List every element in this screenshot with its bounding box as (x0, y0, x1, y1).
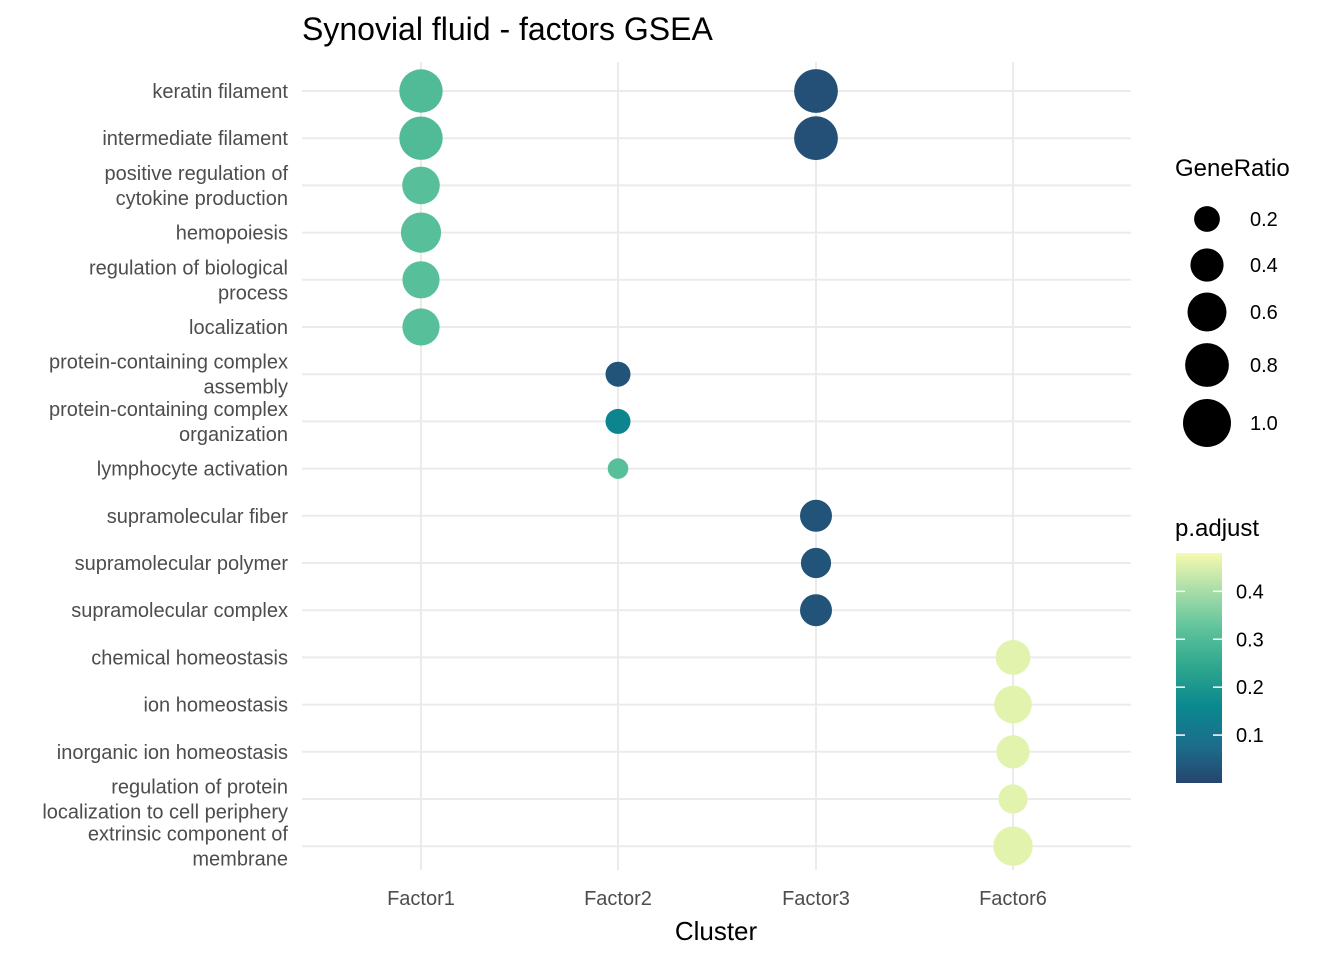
data-point (800, 547, 832, 579)
size-legend-key (1187, 292, 1227, 332)
color-legend-label: 0.4 (1236, 581, 1264, 603)
y-tick-label: inorganic ion homeostasis (57, 742, 288, 764)
data-point (800, 499, 832, 532)
y-tick-label: supramolecular fiber (107, 506, 289, 528)
x-tick-label: Factor3 (782, 888, 850, 910)
data-point (995, 640, 1031, 675)
y-tick-label: chemical homeostasis (91, 647, 288, 669)
data-point (605, 361, 631, 387)
size-legend-label: 1.0 (1250, 413, 1278, 435)
y-tick-label: keratin filament (152, 81, 288, 103)
data-point (800, 594, 832, 627)
color-legend-title: p.adjust (1175, 515, 1259, 542)
size-legend-key (1190, 248, 1224, 282)
data-point (402, 308, 440, 346)
x-tick-label: Factor2 (584, 888, 652, 910)
color-legend-bar (1176, 553, 1222, 783)
data-points (399, 69, 1033, 866)
y-tick-label: lymphocyte activation (97, 459, 288, 481)
y-tick-label: intermediate filament (102, 128, 288, 150)
x-tick-label: Factor6 (979, 888, 1047, 910)
data-point (402, 166, 440, 205)
data-point (993, 826, 1033, 866)
y-tick-label: regulation of biological process (89, 257, 288, 304)
size-legend-label: 0.2 (1250, 209, 1278, 231)
data-point (996, 735, 1030, 769)
data-point (794, 116, 838, 161)
data-point (402, 261, 440, 299)
data-point (605, 408, 631, 434)
data-point (794, 69, 838, 113)
data-point (399, 69, 443, 113)
size-legend-key (1183, 399, 1231, 447)
x-axis-labels: Factor1 Factor2 Factor3 Factor6 (387, 888, 1047, 910)
color-legend: p.adjust 0.1 0.2 0.3 0.4 (1175, 515, 1264, 783)
color-legend-label: 0.2 (1236, 677, 1264, 699)
y-tick-label: localization (189, 317, 288, 339)
size-legend-label: 0.6 (1250, 302, 1278, 324)
x-tick-label: Factor1 (387, 888, 455, 910)
y-tick-label: positive regulation of cytokine productio… (105, 163, 289, 210)
color-legend-label: 0.3 (1236, 629, 1264, 651)
data-point (994, 685, 1032, 724)
size-legend-label: 0.4 (1250, 255, 1278, 277)
y-tick-label: hemopoiesis (176, 223, 288, 245)
y-tick-label: regulation of protein localization to cel… (42, 777, 288, 824)
size-legend-key (1194, 206, 1220, 232)
data-point (399, 116, 443, 160)
x-axis-title: Cluster (675, 916, 758, 946)
y-tick-label: supramolecular complex (71, 600, 288, 622)
size-legend-label: 0.8 (1250, 355, 1278, 377)
y-axis-labels: keratin filament intermediate filament pos… (42, 81, 288, 871)
y-tick-label: extrinsic component of membrane (88, 824, 289, 871)
y-tick-label: ion homeostasis (143, 695, 288, 717)
size-legend: GeneRatio 0.2 0.4 0.6 0.8 1.0 (1175, 155, 1290, 447)
y-tick-label: supramolecular polymer (75, 553, 289, 575)
size-legend-key (1185, 343, 1229, 387)
data-point (400, 212, 442, 253)
y-tick-label: protein-containing complex assembly (49, 352, 288, 399)
data-point (607, 458, 629, 479)
color-legend-label: 0.1 (1236, 725, 1264, 747)
size-legend-title: GeneRatio (1175, 155, 1290, 182)
data-point (998, 784, 1028, 814)
chart-title: Synovial fluid - factors GSEA (302, 11, 713, 47)
y-tick-label: protein-containing complex organization (49, 399, 288, 446)
